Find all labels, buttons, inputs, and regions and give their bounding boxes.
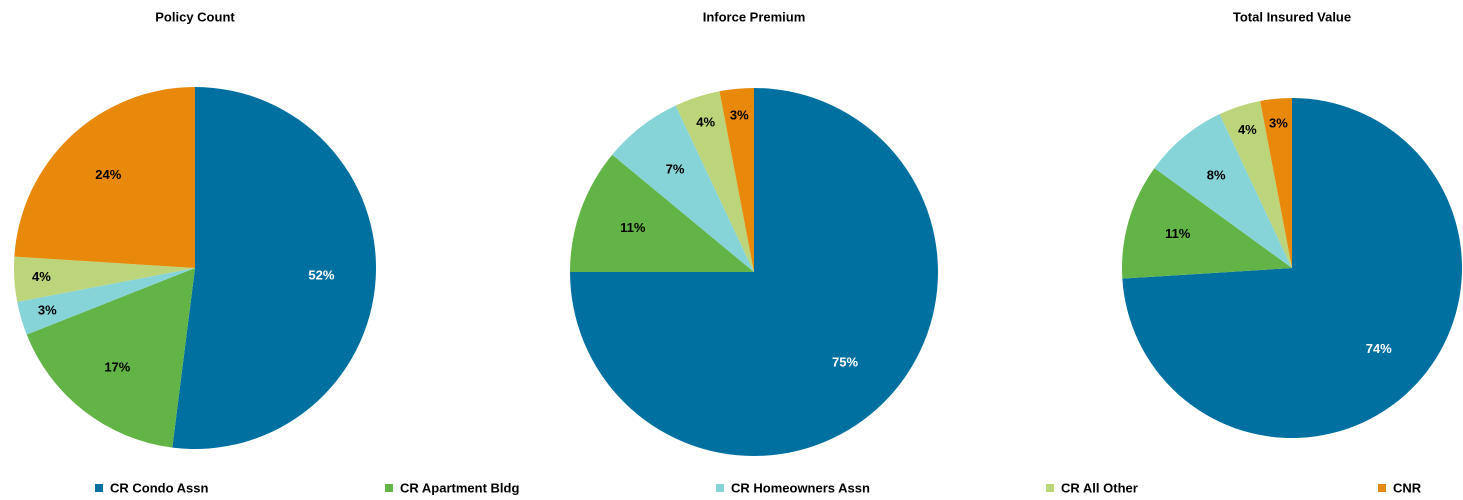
pie-slice (14, 256, 196, 302)
data-label: 4% (696, 115, 715, 130)
data-label: 4% (32, 269, 51, 284)
chart-title: Policy Count (155, 9, 235, 24)
pie-slice (17, 268, 195, 335)
legend-swatch (716, 484, 724, 492)
pie-slice (719, 88, 754, 272)
legend-swatch (95, 484, 103, 492)
legend-label: CNR (1393, 480, 1422, 495)
data-label: 74% (1366, 341, 1392, 356)
pie-slice (1154, 114, 1292, 268)
data-label: 24% (95, 167, 121, 182)
data-label: 3% (730, 108, 749, 123)
pie-slice (14, 87, 195, 268)
pie-slice (1122, 168, 1292, 279)
legend-label: CR All Other (1061, 480, 1138, 495)
data-label: 8% (1207, 168, 1226, 183)
pie-slice (26, 268, 196, 448)
data-label: 3% (1269, 116, 1288, 131)
data-label: 3% (38, 302, 57, 317)
pie-slice (1260, 98, 1292, 268)
legend-swatch (1378, 484, 1386, 492)
data-label: 17% (104, 360, 130, 375)
pie-slice (172, 87, 376, 449)
data-label: 4% (1238, 122, 1257, 137)
pie-slice (675, 91, 754, 272)
legend-label: CR Apartment Bldg (400, 480, 519, 495)
legend-swatch (1046, 484, 1054, 492)
pie-slice (570, 154, 754, 272)
legend-label: CR Homeowners Assn (731, 480, 870, 495)
pie-slice (612, 105, 754, 272)
data-label: 52% (308, 267, 334, 282)
data-label: 11% (1165, 226, 1191, 241)
legend-label: CR Condo Assn (110, 480, 209, 495)
pie-slice (1122, 98, 1462, 439)
legend-swatch (385, 484, 393, 492)
data-label: 7% (666, 162, 685, 177)
data-label: 11% (620, 220, 646, 235)
chart-title: Inforce Premium (703, 9, 806, 24)
data-label: 75% (832, 355, 858, 370)
chart-title: Total Insured Value (1233, 9, 1351, 24)
pie-slice (1219, 101, 1292, 268)
